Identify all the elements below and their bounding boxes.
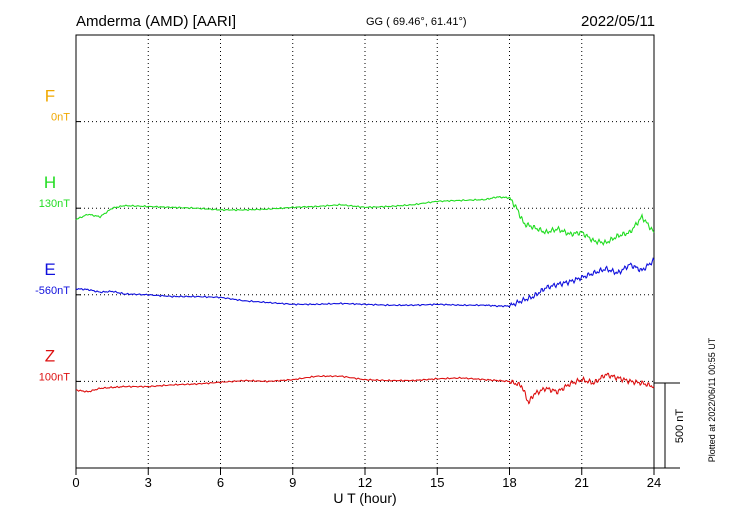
series-baseline-h: 130nT: [39, 198, 70, 210]
series-baseline-e: -560nT: [35, 285, 70, 297]
x-tick-label: 3: [145, 475, 152, 490]
x-tick-label: 24: [647, 475, 661, 490]
x-tick-label: 0: [72, 475, 79, 490]
series-baseline-z: 100nT: [39, 371, 70, 383]
x-tick-label: 12: [358, 475, 372, 490]
series-baseline-f: 0nT: [51, 112, 70, 124]
date-label: 2022/05/11: [581, 13, 655, 30]
series-line-z: [75, 372, 655, 405]
series-line-h: [75, 196, 655, 247]
plotted-at-note: Plotted at 2022/06/11 00:55 UT: [707, 337, 717, 462]
series-name-e: E: [44, 260, 55, 279]
geographic-coords: GG ( 69.46°, 61.41°): [366, 16, 467, 28]
x-tick-label: 18: [502, 475, 516, 490]
series-line-e: [75, 257, 655, 308]
x-axis-label: U T (hour): [333, 490, 396, 506]
scale-bar-label: 500 nT: [674, 409, 686, 444]
series-name-h: H: [44, 173, 56, 192]
x-tick-label: 21: [575, 475, 589, 490]
x-tick-label: 9: [289, 475, 296, 490]
station-title: Amderma (AMD) [AARI]: [76, 13, 236, 30]
scale-bar: [654, 382, 680, 469]
series-name-f: F: [45, 87, 55, 106]
series-name-z: Z: [45, 346, 55, 365]
x-tick-label: 15: [430, 475, 444, 490]
x-tick-label: 6: [217, 475, 224, 490]
